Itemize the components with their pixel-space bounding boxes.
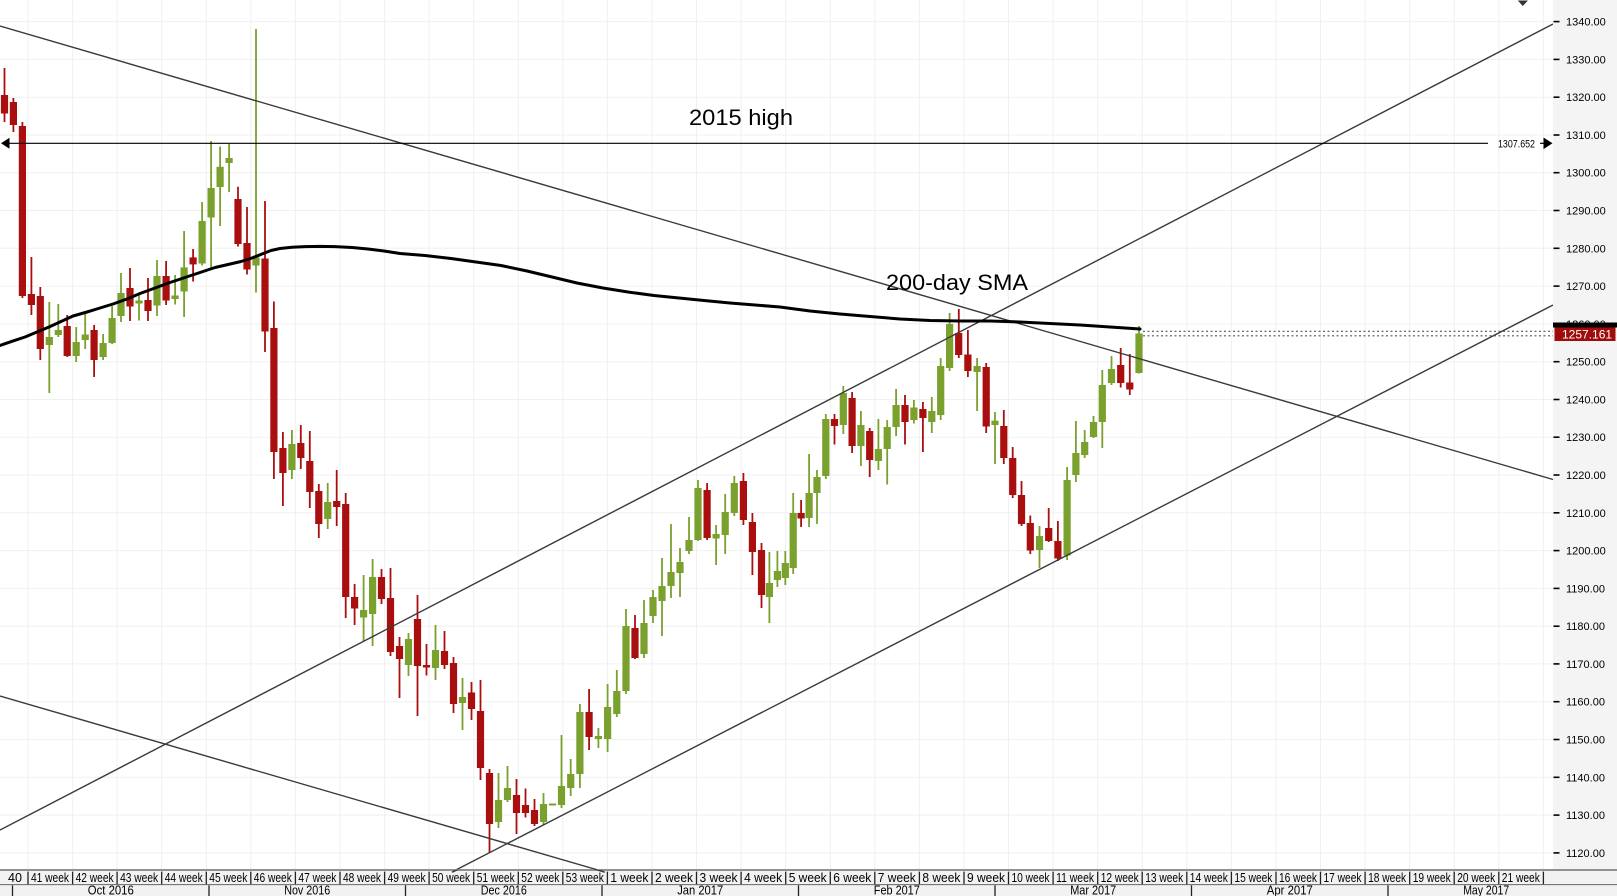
- svg-text:9 week: 9 week: [967, 870, 1005, 885]
- svg-text:2 week: 2 week: [655, 870, 693, 885]
- svg-text:1150.00: 1150.00: [1566, 735, 1605, 747]
- svg-text:20 week: 20 week: [1457, 870, 1495, 885]
- svg-text:1 week: 1 week: [610, 870, 648, 885]
- svg-text:13 week: 13 week: [1145, 870, 1183, 885]
- svg-text:1310.00: 1310.00: [1566, 130, 1606, 142]
- svg-text:1300.00: 1300.00: [1566, 168, 1606, 180]
- svg-text:42 week: 42 week: [76, 870, 114, 885]
- svg-text:6 week: 6 week: [833, 870, 871, 885]
- svg-text:200-day SMA: 200-day SMA: [886, 270, 1028, 295]
- svg-text:Jan 2017: Jan 2017: [677, 883, 723, 896]
- svg-text:48 week: 48 week: [343, 870, 381, 885]
- svg-text:16 week: 16 week: [1279, 870, 1317, 885]
- svg-text:17 week: 17 week: [1324, 870, 1362, 885]
- svg-text:7 week: 7 week: [878, 870, 916, 885]
- svg-text:1230.00: 1230.00: [1566, 432, 1606, 444]
- svg-text:May 2017: May 2017: [1463, 883, 1509, 896]
- svg-text:18 week: 18 week: [1368, 870, 1406, 885]
- svg-text:1340.00: 1340.00: [1566, 17, 1606, 29]
- svg-text:1330.00: 1330.00: [1566, 54, 1606, 66]
- svg-text:5 week: 5 week: [789, 870, 827, 885]
- svg-text:1160.00: 1160.00: [1566, 697, 1605, 709]
- svg-text:1240.00: 1240.00: [1566, 395, 1606, 407]
- svg-text:1280.00: 1280.00: [1566, 243, 1606, 255]
- svg-text:14 week: 14 week: [1190, 870, 1228, 885]
- svg-text:51 week: 51 week: [477, 870, 515, 885]
- svg-text:1220.00: 1220.00: [1566, 470, 1606, 482]
- svg-text:45 week: 45 week: [209, 870, 247, 885]
- svg-text:19 week: 19 week: [1413, 870, 1451, 885]
- svg-text:11 week: 11 week: [1056, 870, 1094, 885]
- svg-text:1170.00: 1170.00: [1566, 659, 1605, 671]
- svg-text:1257.161: 1257.161: [1562, 328, 1612, 342]
- svg-text:1130.00: 1130.00: [1566, 810, 1605, 822]
- svg-text:4 week: 4 week: [744, 870, 782, 885]
- svg-text:1250.00: 1250.00: [1566, 357, 1606, 369]
- svg-text:1307.652: 1307.652: [1498, 138, 1535, 150]
- svg-text:15 week: 15 week: [1234, 870, 1272, 885]
- svg-text:46 week: 46 week: [254, 870, 292, 885]
- svg-text:3 week: 3 week: [700, 870, 738, 885]
- svg-text:47 week: 47 week: [298, 870, 336, 885]
- svg-text:Nov 2016: Nov 2016: [284, 883, 330, 896]
- svg-text:10 week: 10 week: [1012, 870, 1050, 885]
- svg-text:52 week: 52 week: [521, 870, 559, 885]
- svg-text:1200.00: 1200.00: [1566, 546, 1606, 558]
- svg-text:40: 40: [8, 870, 22, 885]
- svg-text:1210.00: 1210.00: [1566, 508, 1606, 520]
- svg-text:44 week: 44 week: [165, 870, 203, 885]
- svg-text:2015 high: 2015 high: [689, 105, 793, 130]
- svg-text:41 week: 41 week: [31, 870, 69, 885]
- svg-text:53 week: 53 week: [566, 870, 604, 885]
- svg-text:1140.00: 1140.00: [1566, 772, 1605, 784]
- svg-text:21 week: 21 week: [1502, 870, 1540, 885]
- svg-text:1270.00: 1270.00: [1566, 281, 1606, 293]
- svg-text:1320.00: 1320.00: [1566, 92, 1606, 104]
- svg-text:1190.00: 1190.00: [1566, 583, 1605, 595]
- svg-text:8 week: 8 week: [922, 870, 960, 885]
- svg-text:12 week: 12 week: [1101, 870, 1139, 885]
- svg-text:1120.00: 1120.00: [1566, 848, 1605, 860]
- svg-text:Mar 2017: Mar 2017: [1070, 883, 1116, 896]
- svg-text:1290.00: 1290.00: [1566, 206, 1606, 218]
- svg-text:Oct 2016: Oct 2016: [88, 883, 134, 896]
- svg-text:Dec 2016: Dec 2016: [481, 883, 527, 896]
- svg-text:43 week: 43 week: [120, 870, 158, 885]
- svg-text:1180.00: 1180.00: [1566, 621, 1605, 633]
- svg-text:50 week: 50 week: [432, 870, 470, 885]
- svg-text:Apr 2017: Apr 2017: [1267, 883, 1313, 896]
- svg-text:49 week: 49 week: [388, 870, 426, 885]
- svg-text:Feb 2017: Feb 2017: [874, 883, 920, 896]
